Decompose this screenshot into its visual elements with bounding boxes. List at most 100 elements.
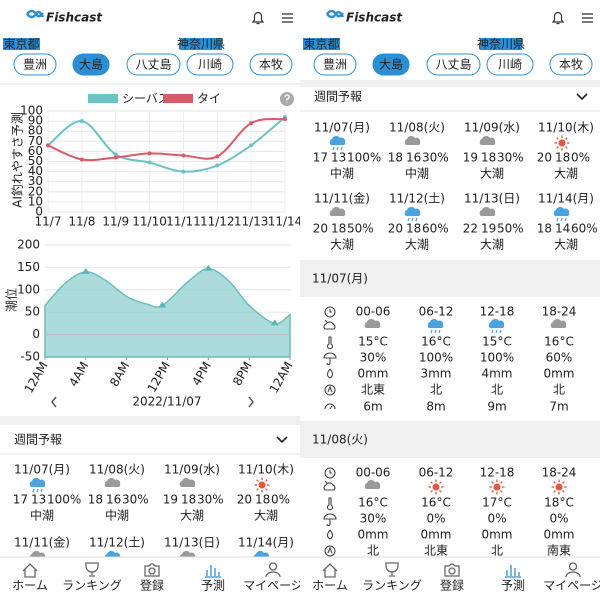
tab-label[interactable]: 川崎 [498, 58, 522, 72]
cloud [479, 206, 496, 216]
y-tick-label: 60 [28, 144, 43, 158]
tab-label[interactable]: 川崎 [198, 58, 222, 72]
nav-label[interactable]: ランキング [362, 579, 422, 593]
weather-icon [489, 479, 505, 495]
temp-high: 18 [88, 493, 103, 507]
y-tick-label: -50 [20, 350, 40, 364]
tab-label[interactable]: 八丈島 [435, 57, 471, 72]
tide: 中潮 [30, 508, 54, 523]
point [181, 153, 186, 158]
tab-label[interactable]: 八丈島 [135, 57, 171, 72]
precip: 30% [422, 151, 449, 165]
nav-label[interactable]: 登録 [140, 578, 164, 593]
chevron[interactable] [276, 436, 288, 444]
nav-icon[interactable] [385, 562, 399, 577]
nav-label[interactable]: 予測 [201, 579, 225, 593]
ray [565, 146, 568, 149]
cell: 北 [553, 383, 565, 397]
cell: 7m [549, 400, 568, 414]
tab-label[interactable]: 大島 [79, 57, 103, 72]
tab-label[interactable]: 本牧 [559, 58, 583, 72]
nav-label[interactable]: 予測 [501, 579, 525, 593]
cell: 0mm [420, 528, 451, 542]
nav-label[interactable]: ランキング [62, 579, 122, 593]
nav-icon[interactable] [265, 562, 281, 578]
tab[interactable] [313, 53, 357, 76]
chevron[interactable] [576, 93, 588, 101]
x-tick-label: 11/11 [166, 215, 201, 229]
row-icon [326, 497, 334, 511]
nav-icon[interactable] [205, 565, 221, 578]
cell: 06-12 [419, 305, 454, 319]
bell-icon[interactable] [251, 11, 265, 25]
cell: 0% [487, 512, 506, 526]
tab-label[interactable]: 豊洲 [323, 58, 347, 72]
tab-label[interactable]: 本牧 [259, 58, 283, 72]
tab[interactable] [186, 53, 234, 76]
tab[interactable] [72, 53, 110, 76]
y-tick-label: 30 [28, 174, 43, 188]
cell: 00-06 [356, 466, 391, 480]
cloud [553, 206, 570, 216]
cell: 30% [360, 351, 387, 365]
tab[interactable] [13, 53, 57, 76]
cloud [104, 477, 121, 487]
prev-arrow[interactable] [51, 396, 57, 408]
nav-label[interactable]: ホーム [12, 579, 48, 593]
y-axis-label: 潮位 [4, 288, 19, 312]
drop [411, 217, 414, 222]
tab[interactable] [126, 53, 181, 76]
cloud [179, 477, 196, 487]
row-icon [323, 480, 336, 491]
drop [434, 329, 437, 334]
nav-label[interactable]: 登録 [440, 578, 464, 593]
row-icon [324, 384, 336, 396]
nav-label[interactable]: ホーム [312, 579, 348, 593]
weather-icon [364, 479, 381, 489]
nav-icon[interactable] [444, 563, 460, 577]
nav-label[interactable]: マイページ [543, 579, 600, 593]
cloud [404, 206, 421, 216]
date-nav: 2022/11/07 [132, 395, 201, 409]
weather-icon [404, 206, 421, 222]
precip: 60% [571, 222, 598, 236]
nav-icon[interactable] [322, 563, 338, 578]
nav-icon[interactable] [505, 565, 521, 578]
nav-icon[interactable] [565, 562, 581, 578]
tide-marker [81, 267, 90, 274]
forecast-date: 11/07(月) [14, 463, 70, 477]
tab-label[interactable]: 豊洲 [23, 58, 47, 72]
tide-marker [270, 319, 279, 326]
y-tick-label: 200 [17, 238, 40, 252]
cell: 3mm [420, 367, 451, 381]
bell-icon[interactable] [551, 11, 565, 25]
y-tick-label: 0 [32, 327, 40, 341]
precip: 50% [497, 222, 524, 236]
next-arrow[interactable] [248, 396, 254, 408]
tab[interactable] [549, 53, 593, 76]
section-title: 週間予報 [314, 90, 362, 104]
tab[interactable] [249, 53, 293, 76]
y-tick-label: 150 [17, 260, 40, 274]
nav-label[interactable]: マイページ [243, 579, 303, 593]
drop [40, 488, 43, 493]
cell: 16°C [421, 335, 451, 349]
point [147, 151, 152, 156]
section-title: 週間予報 [14, 433, 62, 447]
ray [565, 137, 568, 140]
ray [500, 481, 503, 484]
nav-icon[interactable] [22, 563, 38, 578]
nav-icon[interactable] [85, 562, 99, 577]
tab[interactable] [372, 53, 410, 76]
precip: 50% [347, 222, 374, 236]
tab-label[interactable]: 大島 [379, 57, 403, 72]
point [147, 160, 152, 165]
weather-icon [427, 318, 444, 334]
weather-icon [404, 135, 421, 145]
cell: 北 [367, 544, 379, 558]
tab[interactable] [486, 53, 534, 76]
nav-icon[interactable] [144, 563, 160, 577]
sun [432, 483, 440, 491]
tab[interactable] [426, 53, 481, 76]
region-badge [180, 38, 222, 50]
